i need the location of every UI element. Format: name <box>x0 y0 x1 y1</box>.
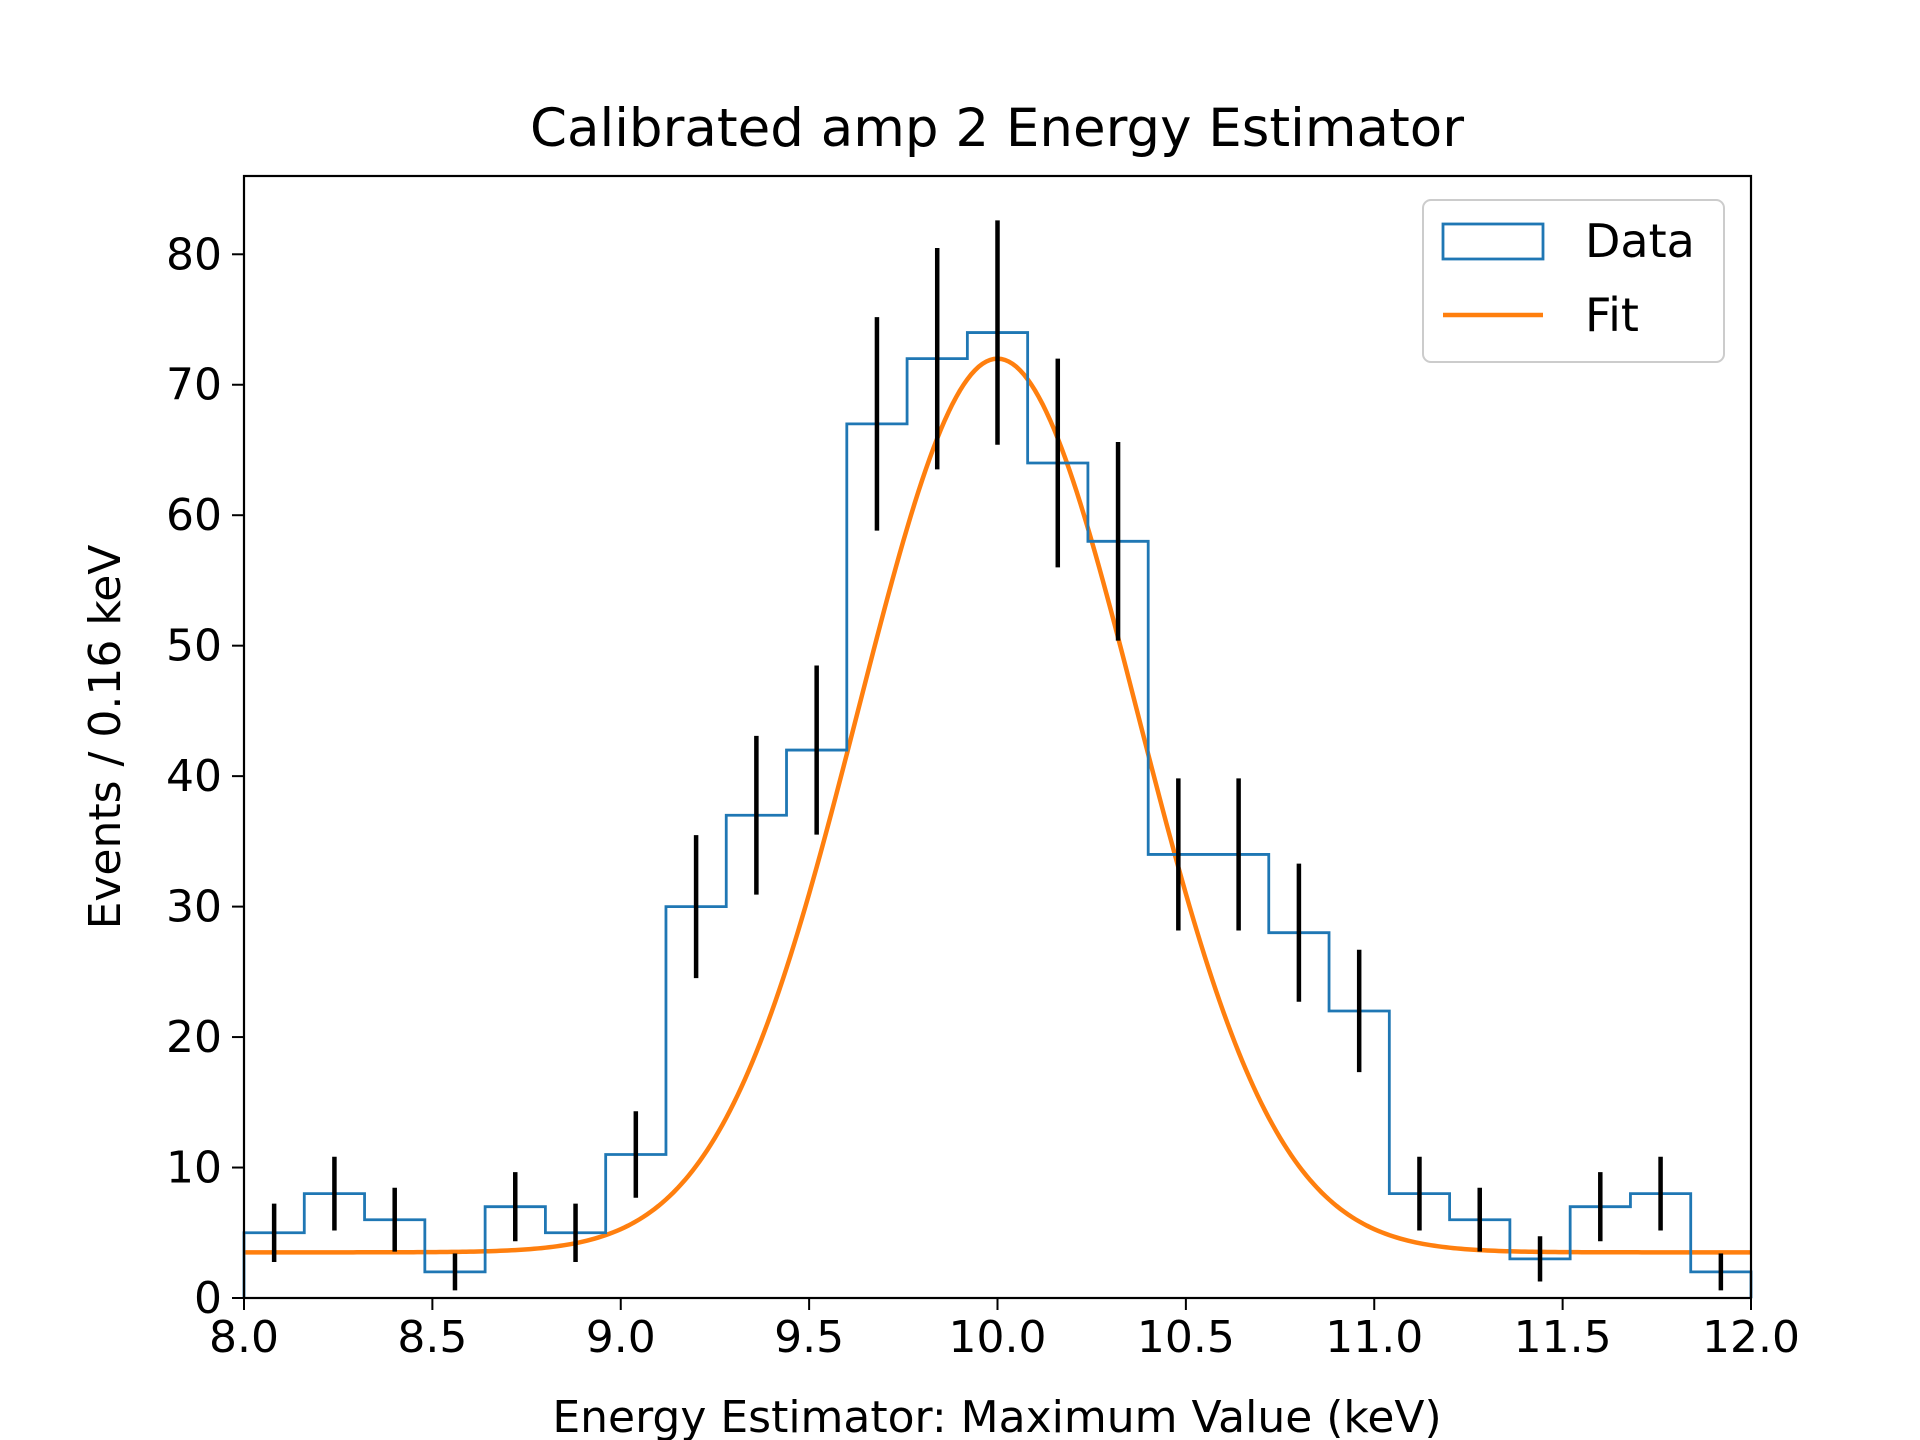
y-tick-label: 60 <box>166 490 222 541</box>
x-tick-label: 11.0 <box>1325 1312 1423 1363</box>
x-tick-label: 9.5 <box>774 1312 844 1363</box>
x-tick-label: 10.0 <box>949 1312 1047 1363</box>
y-tick-label: 30 <box>166 882 222 933</box>
y-tick-label: 10 <box>166 1143 222 1194</box>
x-axis: 8.0 8.5 9.0 9.5 10.0 10.5 11.0 11.5 12.0 <box>209 1298 1800 1363</box>
y-axis: 0 10 20 30 40 50 60 70 80 <box>166 229 244 1324</box>
x-axis-label: Energy Estimator: Maximum Value (keV) <box>552 1392 1441 1440</box>
x-tick-label: 8.0 <box>209 1312 279 1363</box>
y-tick-label: 0 <box>194 1273 222 1324</box>
chart-title: Calibrated amp 2 Energy Estimator <box>530 98 1464 159</box>
x-tick-label: 10.5 <box>1137 1312 1235 1363</box>
legend-box <box>1422 199 1725 363</box>
histogram-step-outline <box>242 331 1753 1298</box>
legend-data-label: Data <box>1585 214 1695 268</box>
legend-data-swatch <box>1441 222 1545 261</box>
x-tick-label: 8.5 <box>397 1312 467 1363</box>
legend: Data Fit <box>1422 199 1725 363</box>
x-tick-label: 11.5 <box>1514 1312 1612 1363</box>
plot-area <box>242 220 1753 1298</box>
x-tick-label: 9.0 <box>586 1312 656 1363</box>
histogram-layer <box>242 331 1753 1298</box>
y-tick-label: 80 <box>166 229 222 280</box>
y-tick-label: 50 <box>166 621 222 672</box>
y-tick-label: 20 <box>166 1012 222 1063</box>
error-bar-layer <box>271 220 1724 1291</box>
y-tick-label: 40 <box>166 751 222 802</box>
y-axis-label: Events / 0.16 keV <box>80 545 131 930</box>
legend-fit-label: Fit <box>1585 288 1639 342</box>
x-tick-label: 12.0 <box>1702 1312 1800 1363</box>
y-tick-label: 70 <box>166 360 222 411</box>
